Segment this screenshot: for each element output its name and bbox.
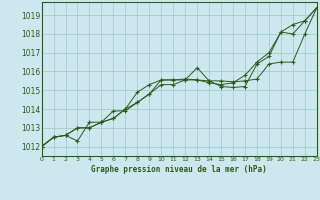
X-axis label: Graphe pression niveau de la mer (hPa): Graphe pression niveau de la mer (hPa) [91,165,267,174]
